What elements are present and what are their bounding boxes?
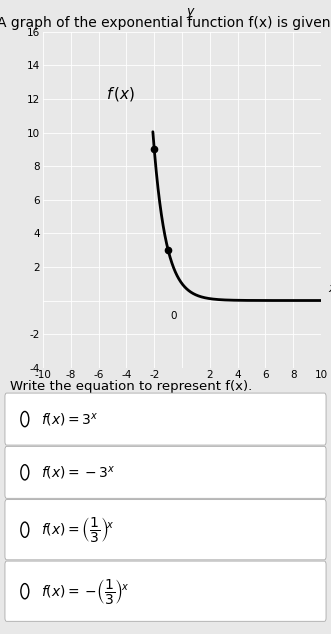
Text: 0: 0	[170, 311, 177, 321]
Text: A graph of the exponential function f(x) is given.: A graph of the exponential function f(x)…	[0, 16, 331, 30]
Text: $f(x) = 3^x$: $f(x) = 3^x$	[41, 411, 99, 427]
Text: $f\,(x)$: $f\,(x)$	[106, 86, 135, 103]
Text: x: x	[328, 283, 331, 295]
Text: $f(x) = \left(\dfrac{1}{3}\right)^{\!x}$: $f(x) = \left(\dfrac{1}{3}\right)^{\!x}$	[41, 515, 115, 544]
Text: y: y	[186, 5, 194, 18]
Text: $f(x) = -3^x$: $f(x) = -3^x$	[41, 464, 116, 481]
Text: $f(x) = -\!\left(\dfrac{1}{3}\right)^{\!x}$: $f(x) = -\!\left(\dfrac{1}{3}\right)^{\!…	[41, 577, 130, 605]
Text: Write the equation to represent f(x).: Write the equation to represent f(x).	[10, 380, 252, 394]
